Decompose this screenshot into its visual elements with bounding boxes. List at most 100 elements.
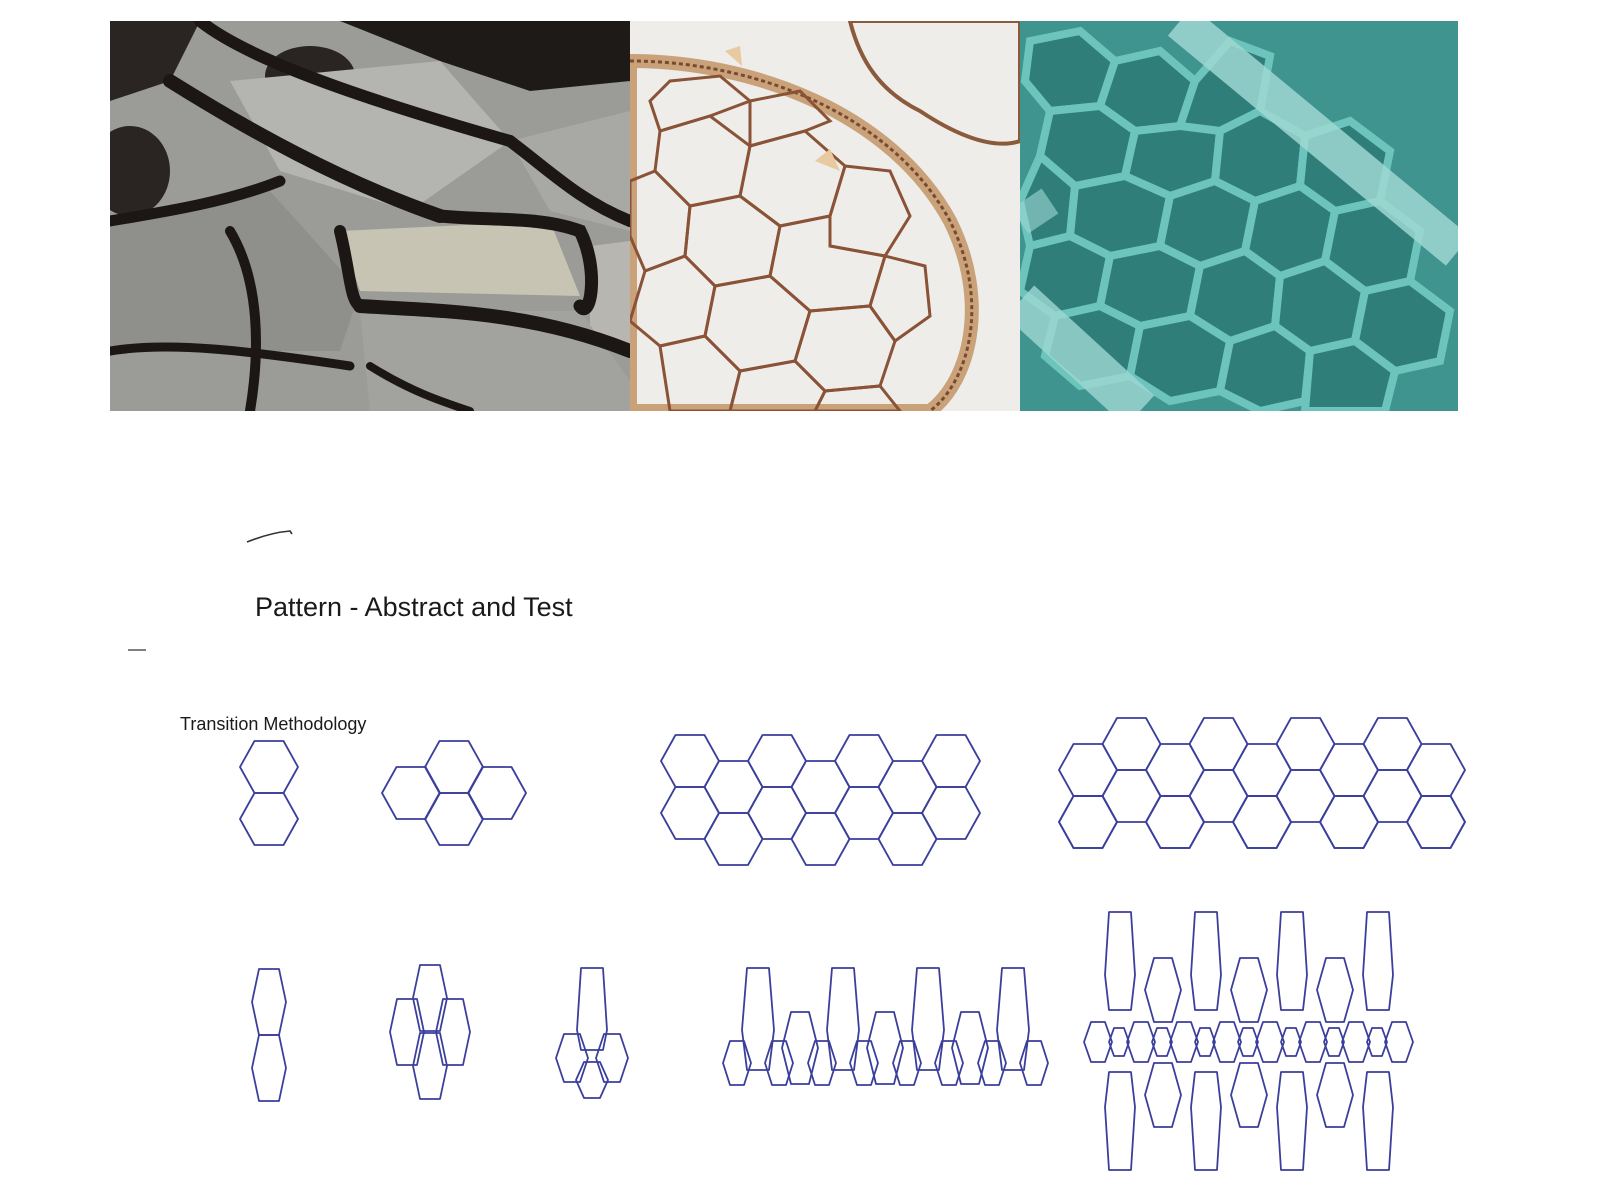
row2-group5-hexagon xyxy=(1341,1021,1371,1063)
row2-group5-hexagon xyxy=(1230,957,1268,1023)
teal-cell-structure-photo xyxy=(1020,21,1458,411)
row2-group2-hexagon xyxy=(435,998,471,1066)
row2-group4-hexagon xyxy=(911,967,945,1071)
row1-group3-hexagon xyxy=(703,760,764,814)
row1-group4-hexagon xyxy=(1145,743,1205,797)
row1-group2-hexagon xyxy=(424,792,484,846)
row2-group4-hexagon xyxy=(892,1040,922,1086)
row2-group4-hexagon xyxy=(849,1040,879,1086)
row2-group3-hexagon xyxy=(575,1061,609,1099)
row2-group5-hexagon xyxy=(1362,911,1394,1011)
row2-group5-hexagon xyxy=(1323,1027,1345,1057)
row1-group3-hexagon xyxy=(747,786,807,840)
row1-group3-hexagon xyxy=(877,760,938,814)
row2-group5-hexagon xyxy=(1280,1027,1302,1057)
row2-group3-hexagon xyxy=(595,1033,629,1083)
row2-group5-hexagon xyxy=(1298,1021,1328,1063)
row1-group4-hexagon xyxy=(1406,795,1466,849)
row1-group4-hexagon xyxy=(1145,795,1205,849)
row2-group5-hexagon xyxy=(1230,1062,1268,1128)
row2-group4-hexagon xyxy=(722,1040,752,1086)
row2-group4-hexagon xyxy=(977,1040,1007,1086)
row1-group4-hexagon xyxy=(1362,717,1423,771)
row2-group5-hexagon xyxy=(1104,1071,1136,1171)
row2-group1-hexagon xyxy=(251,968,287,1036)
row1-group4-hexagon xyxy=(1319,743,1379,797)
row1-group4-hexagon xyxy=(1232,795,1292,849)
row2-group5-hexagon xyxy=(1190,1071,1222,1171)
row1-group3-hexagon xyxy=(790,812,851,866)
row2-group5-hexagon xyxy=(1276,911,1308,1011)
row1-group4-hexagon xyxy=(1232,743,1292,797)
row1-group3-hexagon xyxy=(660,786,720,840)
row2-group3-hexagon xyxy=(576,967,608,1051)
row2-group4-hexagon xyxy=(1019,1040,1049,1086)
row2-group2-hexagon xyxy=(412,1032,448,1100)
row2-group5-hexagon xyxy=(1194,1027,1216,1057)
row2-group5-hexagon xyxy=(1144,1062,1182,1128)
row1-group1-hexagon xyxy=(239,740,299,794)
row2-group4-hexagon xyxy=(741,967,775,1071)
row1-group4-hexagon xyxy=(1188,769,1249,823)
row1-group3-hexagon xyxy=(660,734,720,788)
row1-group3-hexagon xyxy=(790,760,851,814)
row1-group3-hexagon xyxy=(921,734,981,788)
row1-group3-hexagon xyxy=(834,734,894,788)
row2-group5-hexagon xyxy=(1276,1071,1308,1171)
row1-group4-hexagon xyxy=(1319,795,1379,849)
transition-methodology-label: Transition Methodology xyxy=(180,714,367,734)
row1-group2-hexagon xyxy=(381,766,441,820)
row2-group4-hexagon xyxy=(996,967,1030,1071)
row1-group2-hexagon xyxy=(467,766,527,820)
row2-group2-hexagon xyxy=(389,998,425,1066)
row2-group5-hexagon xyxy=(1108,1027,1130,1057)
row2-group4-hexagon xyxy=(781,1011,819,1085)
row2-group4-hexagon xyxy=(807,1040,837,1086)
row1-group4-hexagon xyxy=(1058,795,1118,849)
row1-group4-hexagon xyxy=(1232,795,1292,849)
row2-group5-hexagon xyxy=(1362,1071,1394,1171)
row2-group5-hexagon xyxy=(1237,1027,1259,1057)
row2-group4-hexagon xyxy=(866,1011,904,1085)
row2-group4-hexagon xyxy=(934,1040,964,1086)
row2-group4-hexagon xyxy=(951,1011,989,1085)
laser-cut-lace-photo xyxy=(630,21,1020,411)
row1-group4-hexagon xyxy=(1058,743,1118,797)
row2-group2-hexagon xyxy=(412,964,448,1032)
row1-group3-hexagon xyxy=(703,812,764,866)
row1-group2-hexagon xyxy=(424,740,484,794)
row2-group4-hexagon xyxy=(826,967,860,1071)
row2-group4-hexagon xyxy=(764,1040,794,1086)
butterfly-wing-photo xyxy=(110,21,630,411)
row2-group5-hexagon xyxy=(1316,1062,1354,1128)
row1-group4-hexagon xyxy=(1101,769,1162,823)
row2-group5-hexagon xyxy=(1126,1021,1156,1063)
row1-group3-hexagon xyxy=(834,786,894,840)
row2-group3-hexagon xyxy=(555,1033,589,1083)
row2-group5-hexagon xyxy=(1190,911,1222,1011)
row2-group5-hexagon xyxy=(1151,1027,1173,1057)
row1-group4-hexagon xyxy=(1101,717,1162,771)
row1-group4-hexagon xyxy=(1188,717,1249,771)
row1-group4-hexagon xyxy=(1058,795,1118,849)
row2-group5-hexagon xyxy=(1169,1021,1199,1063)
row2-group5-hexagon xyxy=(1384,1021,1414,1063)
row2-group5-hexagon xyxy=(1212,1021,1242,1063)
row1-group4-hexagon xyxy=(1406,795,1466,849)
row1-group4-hexagon xyxy=(1275,769,1336,823)
row2-group5-hexagon xyxy=(1104,911,1136,1011)
row1-group4-hexagon xyxy=(1145,795,1205,849)
row1-group4-hexagon xyxy=(1319,795,1379,849)
row1-group1-hexagon xyxy=(239,792,299,846)
row1-group3-hexagon xyxy=(747,734,807,788)
row2-group5-hexagon xyxy=(1083,1021,1113,1063)
row2-group1-hexagon xyxy=(251,1034,287,1102)
row1-group3-hexagon xyxy=(921,786,981,840)
row2-group5-hexagon xyxy=(1144,957,1182,1023)
row2-group5-hexagon xyxy=(1255,1021,1285,1063)
row2-group5-hexagon xyxy=(1366,1027,1388,1057)
row1-group4-hexagon xyxy=(1406,743,1466,797)
row1-group4-hexagon xyxy=(1275,717,1336,771)
row1-group4-hexagon xyxy=(1362,769,1423,823)
